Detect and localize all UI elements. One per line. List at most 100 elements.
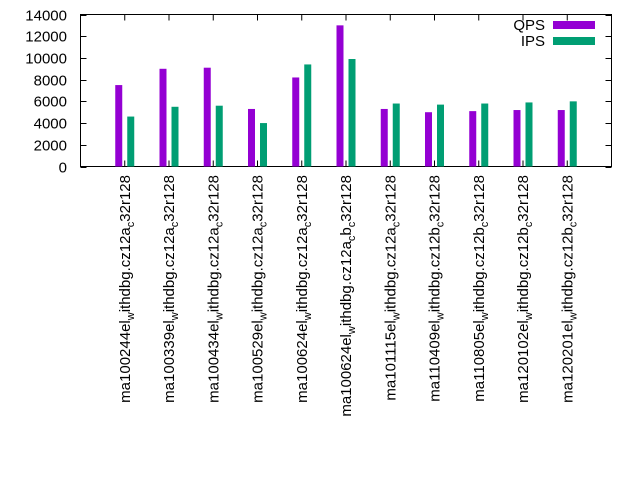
y-tick-label: 0 (59, 160, 67, 177)
x-tick-label: ma100529elwithdbg.cz12ac32r128 (250, 175, 270, 403)
bar-ips (304, 64, 312, 167)
x-tick-label-part: 32r128 (382, 175, 399, 222)
y-tick-label: 12000 (25, 29, 67, 46)
x-tick-label-part: 32r128 (294, 175, 311, 222)
x-tick-label-part: 32r128 (515, 175, 532, 222)
bar-qps (115, 85, 123, 167)
y-tick-label: 10000 (25, 51, 67, 68)
x-tick-label-subscript: w (479, 312, 491, 321)
y-axis: 0 2000 4000 6000 8000 10000 12000 14000 (25, 8, 612, 177)
x-tick-label-part: ithdbg.cz12a (382, 227, 399, 313)
bar-qps (513, 110, 521, 167)
x-tick-label: ma120102elwithdbg.cz12bc32r128 (515, 175, 535, 403)
x-tick-label-part: 32r128 (117, 175, 134, 222)
x-tick-label-subscript: c (567, 221, 579, 227)
x-tick-label-part: 32r128 (205, 175, 222, 222)
x-tick-label-part: ithdbg.cz12a (205, 227, 222, 313)
x-tick-label-subscript: w (125, 312, 137, 321)
x-tick-label-part: ma110409el (427, 320, 444, 401)
x-tick-label-part: ma101115el (382, 320, 399, 400)
x-tick-label-subscript: c (523, 221, 535, 227)
legend-label-qps: QPS (513, 17, 545, 34)
x-tick-label-part: ma120102el (515, 320, 532, 403)
y-tick-label: 4000 (34, 116, 67, 133)
x-tick-label-part: b (338, 227, 355, 235)
bar-ips (215, 105, 223, 167)
legend-swatch-ips (553, 37, 595, 45)
x-tick-label-subscript: w (258, 312, 270, 321)
x-tick-label-subscript: c (346, 235, 358, 241)
bar-ips (481, 103, 489, 167)
x-tick-label-part: ma100434el (205, 320, 222, 403)
x-tick-label-subscript: w (390, 312, 402, 321)
bar-ips (569, 101, 577, 167)
bar-qps (292, 77, 300, 167)
x-tick-label-subscript: c (390, 221, 402, 227)
x-tick-label-subscript: c (258, 221, 270, 227)
bar-qps (248, 108, 255, 167)
x-tick-label-subscript: c (479, 221, 491, 227)
x-tick-label: ma100434elwithdbg.cz12ac32r128 (205, 175, 225, 403)
x-tick-label-subscript: w (523, 312, 535, 321)
bar-qps (469, 111, 477, 167)
x-tick-label-subscript: w (213, 312, 225, 321)
x-tick-label-subscript: c (125, 221, 137, 227)
x-tick-label-part: ma100624el (294, 320, 311, 403)
x-tick-label: ma100624elwithdbg.cz12ac32r128 (294, 175, 314, 403)
bar-qps (159, 68, 167, 167)
x-tick-label-part: 32r128 (427, 175, 444, 222)
bar-ips (348, 59, 356, 167)
x-tick-label-part: ithdbg.cz12a (161, 227, 178, 313)
x-tick-label-part: ithdbg.cz12b (427, 227, 444, 312)
x-tick-label-part: ma100339el (161, 320, 178, 403)
x-axis: ma100244elwithdbg.cz12ac32r128ma100339el… (117, 14, 579, 417)
x-tick-label-part: ma120201el (559, 320, 576, 403)
x-tick-label-subscript: c (435, 221, 447, 227)
bar-ips (171, 106, 179, 167)
bar-qps (425, 112, 432, 167)
x-tick-label: ma110409elwithdbg.cz12bc32r128 (427, 175, 447, 402)
x-tick-label-part: ithdbg.cz12a (250, 227, 267, 313)
x-tick-label-part: ithdbg.cz12b (515, 227, 532, 312)
x-tick-label-subscript: w (567, 312, 579, 321)
x-tick-label-subscript: w (302, 312, 314, 321)
x-tick-label: ma100244elwithdbg.cz12ac32r128 (117, 175, 137, 403)
x-tick-label-subscript: c (302, 221, 314, 227)
x-tick-label-subscript: c (346, 221, 358, 227)
x-tick-label-subscript: c (169, 221, 181, 227)
y-tick-label: 2000 (34, 138, 67, 155)
x-tick-label-subscript: w (435, 312, 447, 321)
x-tick-label-part: ma110805el (471, 320, 488, 401)
x-tick-label-part: ma100529el (250, 320, 267, 403)
x-tick-label-subscript: w (169, 312, 181, 321)
x-tick-label: ma100624elwithdbg.cz12acbc32r128 (338, 175, 358, 417)
x-tick-label-part: ithdbg.cz12b (471, 227, 488, 312)
bar-qps (203, 67, 211, 167)
bar-ips (437, 104, 444, 167)
x-tick-label-part: 32r128 (559, 175, 576, 222)
legend-label-ips: IPS (521, 33, 545, 50)
bar-ips (127, 116, 135, 167)
bar-ips (525, 102, 533, 167)
x-tick-label-part: ithdbg.cz12a (117, 227, 134, 313)
bar-qps (557, 110, 565, 167)
bar-ips (260, 123, 267, 167)
x-tick-label-part: ma100244el (117, 320, 134, 403)
bar-ips (392, 103, 400, 167)
bars (115, 25, 577, 167)
bar-qps (380, 108, 388, 167)
x-tick-label: ma101115elwithdbg.cz12ac32r128 (382, 175, 402, 401)
x-tick-label-part: ma100624el (338, 334, 355, 417)
x-tick-label-part: ithdbg.cz12a (294, 227, 311, 313)
x-tick-label-part: 32r128 (161, 175, 178, 222)
x-tick-label-subscript: w (346, 326, 358, 335)
bar-qps (336, 25, 344, 167)
x-tick-label-part: 32r128 (338, 175, 355, 222)
y-tick-label: 8000 (34, 73, 67, 90)
y-tick-label: 14000 (25, 8, 67, 25)
x-tick-label: ma100339elwithdbg.cz12ac32r128 (161, 175, 181, 403)
x-tick-label-part: 32r128 (250, 175, 267, 222)
y-tick-label: 6000 (34, 94, 67, 111)
x-tick-label-part: ithdbg.cz12a (338, 240, 355, 326)
